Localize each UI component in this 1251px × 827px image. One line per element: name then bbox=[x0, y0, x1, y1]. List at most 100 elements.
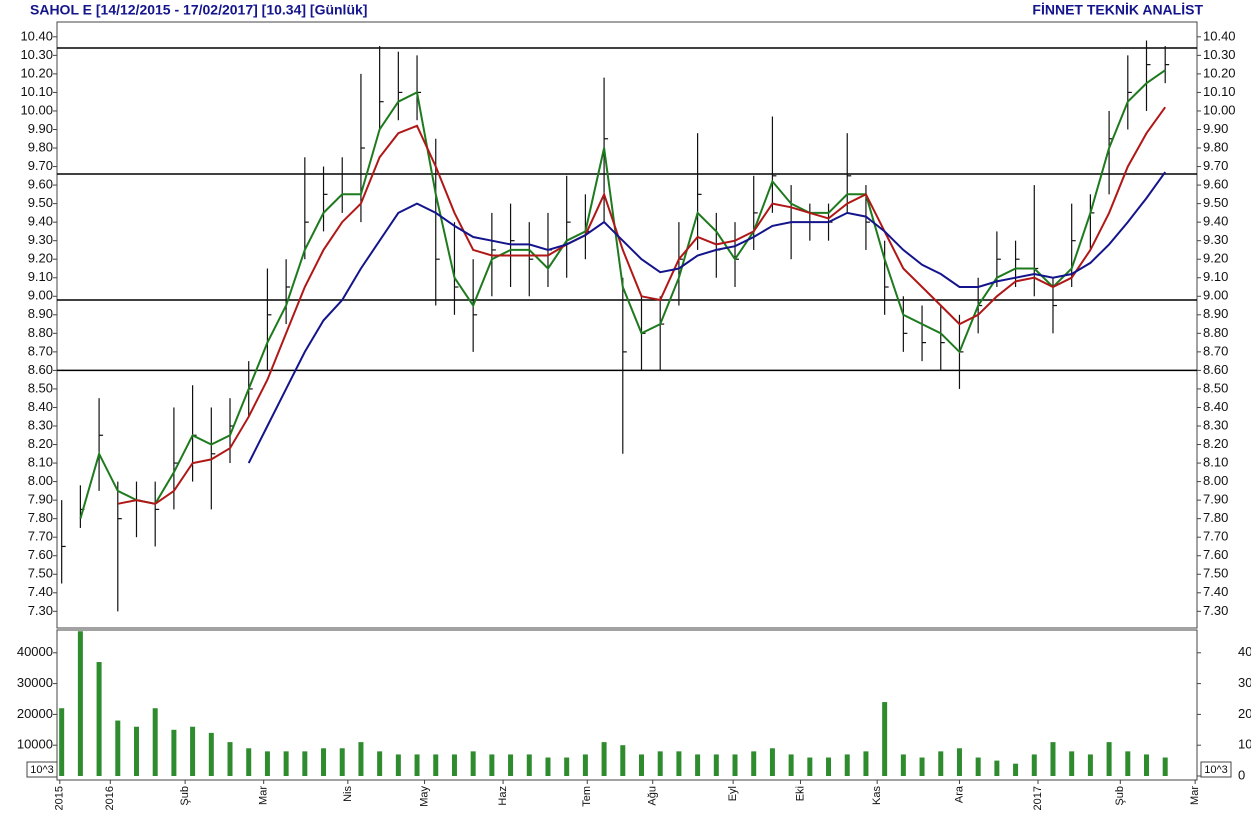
y-tick-label: 8.90 bbox=[28, 306, 53, 321]
volume-bar bbox=[826, 757, 832, 776]
volume-bar bbox=[601, 742, 607, 776]
y-tick-label: 7.80 bbox=[1203, 510, 1228, 525]
y-tick-label: 7.90 bbox=[1203, 492, 1228, 507]
y-tick-label: 9.40 bbox=[1203, 214, 1228, 229]
volume-bar bbox=[227, 742, 233, 776]
moving-average bbox=[247, 171, 1167, 464]
y-tick-label: 8.80 bbox=[1203, 325, 1228, 340]
volume-bar bbox=[1143, 754, 1149, 776]
y-tick-label: 8.90 bbox=[1203, 306, 1228, 321]
y-tick-label: 9.60 bbox=[28, 177, 53, 192]
y-tick-label: 7.70 bbox=[28, 529, 53, 544]
volume-bar bbox=[1031, 754, 1037, 776]
moving-average bbox=[117, 106, 1167, 505]
volume-bar bbox=[863, 751, 869, 776]
y-tick-label: 10.40 bbox=[1203, 28, 1236, 43]
volume-bar bbox=[508, 754, 514, 776]
volume-bar bbox=[358, 742, 364, 776]
volume-bar bbox=[470, 751, 476, 776]
y-tick-label: 10.10 bbox=[1203, 84, 1236, 99]
y-tick-label: 9.70 bbox=[28, 158, 53, 173]
y-tick-label: 8.00 bbox=[1203, 473, 1228, 488]
y-tick-label: 8.30 bbox=[28, 417, 53, 432]
x-tick-label: Nis bbox=[342, 786, 354, 802]
volume-bar bbox=[695, 754, 701, 776]
volume-bar bbox=[133, 726, 139, 776]
x-tick-label: 2015 bbox=[54, 786, 66, 810]
volume-bar bbox=[564, 757, 570, 776]
volume-bar bbox=[807, 757, 813, 776]
y-tick-label: 8.70 bbox=[28, 343, 53, 358]
volume-bar bbox=[152, 708, 158, 776]
y-tick-label: 10.30 bbox=[1203, 47, 1236, 62]
unit-label: 10^3 bbox=[1204, 764, 1228, 776]
x-tick-label: Şub bbox=[1114, 786, 1126, 806]
y-tick-label: 9.30 bbox=[28, 232, 53, 247]
moving-average bbox=[79, 69, 1166, 519]
volume-bar bbox=[788, 754, 794, 776]
y-tick-label: 8.20 bbox=[28, 436, 53, 451]
volume-bar bbox=[190, 726, 196, 776]
unit-label: 10^3 bbox=[30, 764, 54, 776]
volume-bar bbox=[1162, 757, 1168, 776]
volume-bar bbox=[321, 748, 327, 776]
unit-box bbox=[26, 761, 58, 778]
y-tick-label: 9.10 bbox=[1203, 269, 1228, 284]
y-tick-label: 20000 bbox=[1238, 706, 1251, 721]
volume-bar bbox=[732, 754, 738, 776]
y-tick-label: 9.60 bbox=[1203, 177, 1228, 192]
y-tick-label: 40000 bbox=[17, 644, 53, 659]
volume-bar bbox=[96, 662, 102, 776]
y-tick-label: 7.90 bbox=[28, 492, 53, 507]
y-tick-label: 40000 bbox=[1238, 644, 1251, 659]
volume-bar bbox=[882, 702, 888, 776]
y-tick-label: 9.80 bbox=[28, 139, 53, 154]
y-tick-label: 30000 bbox=[17, 675, 53, 690]
volume-bar bbox=[208, 732, 214, 776]
y-tick-label: 9.90 bbox=[28, 121, 53, 136]
volume-bar bbox=[582, 754, 588, 776]
y-tick-label: 7.70 bbox=[1203, 529, 1228, 544]
volume-bar bbox=[59, 708, 65, 776]
volume-bar bbox=[489, 754, 495, 776]
y-tick-label: 8.60 bbox=[1203, 362, 1228, 377]
volume-bar bbox=[1125, 751, 1131, 776]
volume-bar bbox=[676, 751, 682, 776]
x-tick-label: Mar bbox=[258, 786, 270, 805]
volume-bar bbox=[115, 720, 121, 776]
y-tick-label: 7.50 bbox=[28, 566, 53, 581]
x-tick-label: Haz bbox=[497, 786, 509, 806]
y-tick-label: 30000 bbox=[1238, 675, 1251, 690]
y-tick-label: 7.40 bbox=[1203, 584, 1228, 599]
x-tick-label: Şub bbox=[179, 786, 191, 806]
y-tick-label: 10.00 bbox=[1203, 102, 1236, 117]
y-tick-label: 10.40 bbox=[20, 28, 53, 43]
y-tick-label: 8.40 bbox=[28, 399, 53, 414]
chart-title: SAHOL E [14/12/2015 - 17/02/2017] [10.34… bbox=[30, 2, 367, 18]
y-tick-label: 10.10 bbox=[20, 84, 53, 99]
volume-bar bbox=[246, 748, 252, 776]
x-tick-label: Tem bbox=[581, 786, 593, 807]
x-tick-label: Ara bbox=[953, 785, 965, 803]
volume-bar bbox=[1087, 754, 1093, 776]
y-tick-label: 8.70 bbox=[1203, 343, 1228, 358]
volume-bar bbox=[713, 754, 719, 776]
y-tick-label: 9.00 bbox=[1203, 288, 1228, 303]
y-tick-label: 8.10 bbox=[1203, 455, 1228, 470]
volume-bar bbox=[919, 757, 925, 776]
x-tick-label: 2017 bbox=[1032, 786, 1044, 810]
volume-bar bbox=[77, 631, 83, 776]
volume-bar bbox=[938, 751, 944, 776]
y-tick-label: 9.20 bbox=[28, 251, 53, 266]
y-tick-label: 7.60 bbox=[28, 547, 53, 562]
y-tick-label: 9.70 bbox=[1203, 158, 1228, 173]
x-tick-label: 2016 bbox=[104, 786, 116, 810]
y-tick-label: 9.80 bbox=[1203, 139, 1228, 154]
source: FİNNET TEKNİK ANALİST bbox=[1032, 2, 1203, 18]
unit-box bbox=[1200, 761, 1232, 778]
volume-bar bbox=[620, 745, 626, 776]
volume-bar bbox=[769, 748, 775, 776]
y-tick-label: 7.60 bbox=[1203, 547, 1228, 562]
volume-bar bbox=[545, 757, 551, 776]
price-panel bbox=[56, 21, 1198, 629]
